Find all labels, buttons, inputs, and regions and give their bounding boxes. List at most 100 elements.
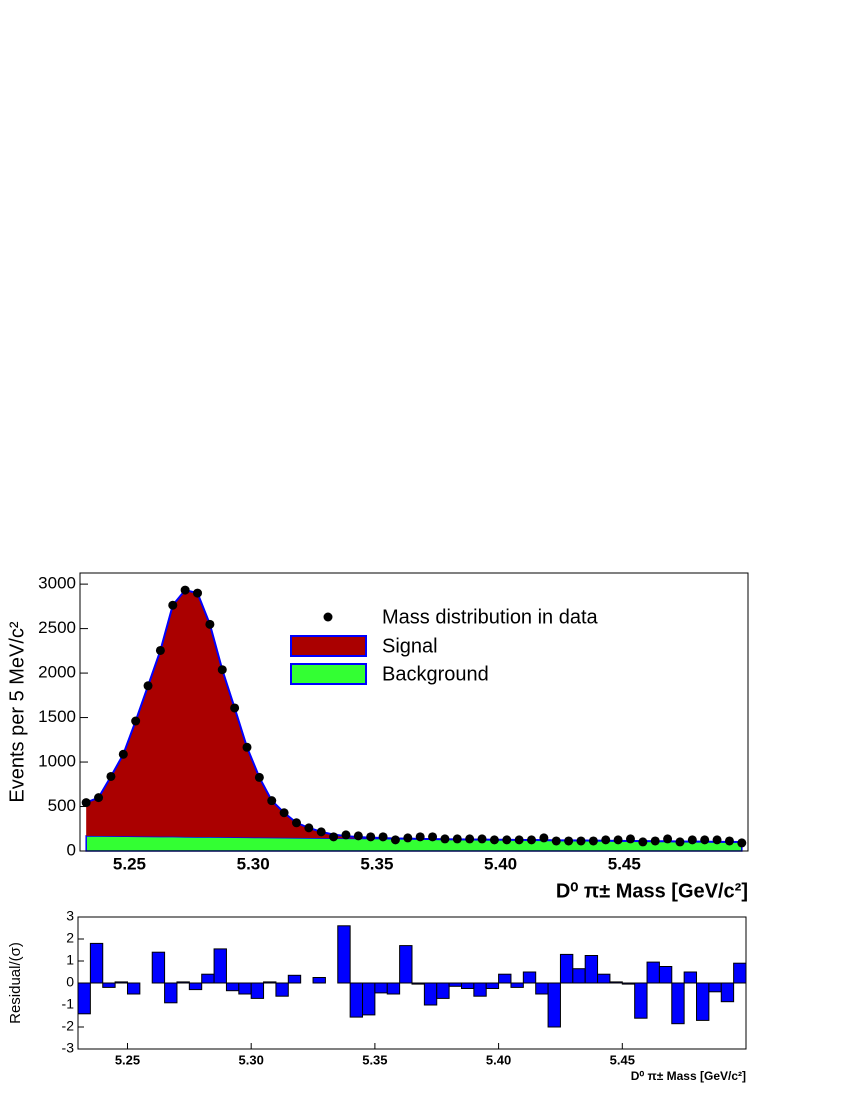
data-point [712, 835, 722, 845]
y-axis-label: Residual/(σ) [7, 942, 24, 1024]
x-tick-label: 5.45 [610, 1052, 635, 1067]
residual-bar [201, 973, 215, 984]
y-tick-label: 2000 [38, 663, 76, 682]
data-point [131, 716, 141, 726]
data-point [180, 585, 190, 595]
residual-bar [621, 982, 636, 985]
residual-bar [671, 982, 685, 1025]
data-point [341, 830, 351, 840]
data-point [428, 832, 438, 842]
residual-bar [386, 982, 401, 995]
residual-bar [89, 942, 104, 984]
residual-bar [535, 982, 549, 995]
legend-label: Mass distribution in data [382, 606, 599, 628]
data-point [205, 619, 215, 629]
y-tick-label: 500 [48, 796, 76, 815]
y-tick-label: 0 [67, 840, 76, 859]
data-point [329, 832, 339, 842]
residual-bar [683, 971, 698, 984]
residual-bar [646, 961, 660, 984]
residual-bar [263, 981, 277, 984]
x-axis-label: D⁰ π± Mass [GeV/c²] [631, 1069, 746, 1083]
legend-swatch [290, 635, 367, 657]
residual-bar [176, 981, 190, 984]
data-point [230, 703, 240, 713]
residual-bar [238, 982, 252, 995]
data-point [118, 749, 128, 759]
residual-bar [498, 973, 512, 984]
frame [79, 572, 749, 852]
residual-bar [572, 968, 586, 984]
residual-bar [448, 982, 462, 987]
x-axis-label: D⁰ π± Mass [GeV/c²] [556, 880, 748, 902]
data-point [613, 835, 623, 845]
residual-bar [287, 974, 302, 984]
x-tick-label: 5.25 [115, 1052, 140, 1067]
residual-bar [102, 982, 116, 988]
residual-bar [225, 982, 240, 992]
data-point [477, 834, 487, 844]
data-point [94, 793, 104, 803]
legend-label: Signal [382, 635, 438, 657]
data-point [663, 834, 673, 844]
y-tick-label: -1 [62, 996, 75, 1012]
data-point [316, 827, 326, 837]
y-tick-label: 3 [66, 908, 74, 924]
data-point [366, 832, 376, 842]
data-point [168, 600, 178, 610]
residual-bar [250, 982, 265, 999]
y-axis-label: Events per 5 MeV/c² [6, 621, 28, 803]
data-point [687, 835, 697, 845]
data-point [415, 832, 425, 842]
data-point [353, 831, 363, 841]
y-tick-label: 2500 [38, 618, 76, 637]
residual-bar [634, 982, 648, 1019]
residual-bar [597, 973, 611, 984]
residual-bar [188, 982, 203, 991]
data-point [217, 665, 227, 675]
residual-bar [362, 982, 376, 1016]
data-point [551, 836, 561, 846]
x-tick-label: 5.35 [360, 854, 393, 873]
data-point [514, 835, 524, 845]
residual-bar [510, 982, 524, 988]
data-point [403, 833, 413, 843]
data-point [390, 835, 400, 845]
residual-bar [374, 982, 388, 994]
x-tick-label: 5.30 [239, 1052, 264, 1067]
residual-bar [126, 982, 141, 995]
residual-bar [349, 982, 364, 1018]
residual-bar [473, 982, 487, 997]
data-point [650, 836, 660, 846]
data-point [81, 798, 91, 808]
data-point [588, 836, 598, 846]
y-tick-label: 0 [66, 974, 74, 990]
residual-bar [399, 945, 413, 984]
y-tick-label: -3 [62, 1040, 75, 1056]
data-point [267, 796, 277, 806]
data-point [378, 832, 388, 842]
data-point [440, 834, 450, 844]
residual-bar [411, 982, 425, 985]
residual-bar [720, 982, 735, 1003]
data-point [489, 835, 499, 845]
data-point [155, 645, 165, 655]
data-point [675, 837, 685, 847]
y-tick-label: 3000 [38, 574, 76, 593]
residual-bar [547, 982, 561, 1028]
residual-bar [733, 962, 747, 984]
x-tick-label: 5.25 [113, 854, 146, 873]
residual-bar [708, 982, 722, 993]
data-point [452, 834, 462, 844]
data-point [564, 836, 574, 846]
residual-bar [337, 925, 351, 984]
y-tick-label: 1500 [38, 707, 76, 726]
x-tick-label: 5.40 [486, 1052, 511, 1067]
residual-bar [213, 948, 227, 984]
data-point [242, 742, 252, 752]
data-point [527, 835, 537, 845]
legend-label: Background [382, 663, 489, 685]
legend-swatch [290, 663, 367, 685]
data-point [601, 835, 611, 845]
